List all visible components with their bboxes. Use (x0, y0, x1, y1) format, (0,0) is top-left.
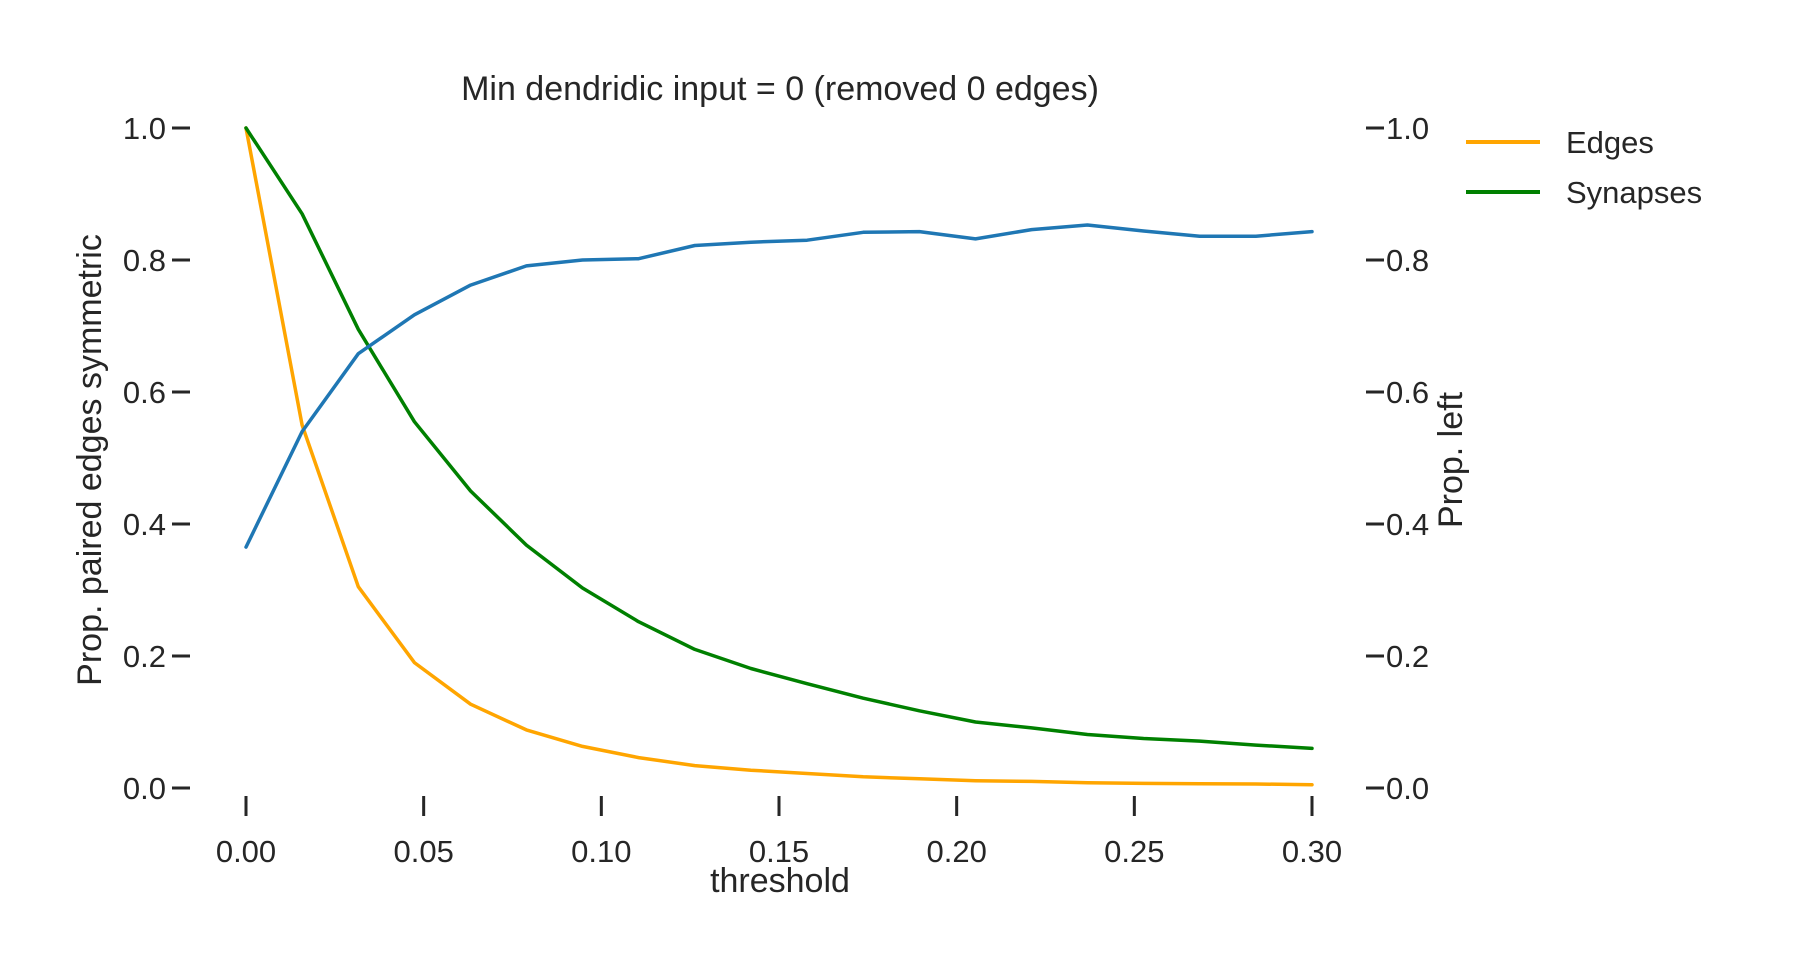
legend: Edges Synapses (1466, 125, 1702, 210)
y-axis-title: Prop. paired edges symmetric (71, 234, 109, 686)
left-y-axis: 0.0 0.2 0.4 0.6 0.8 1.0 (123, 111, 190, 806)
x-axis: 0.00 0.05 0.10 0.15 0.20 0.25 0.30 (216, 796, 1342, 869)
legend-label-synapses: Synapses (1566, 175, 1702, 210)
series-line-edges (244, 126, 1314, 787)
x-tick-label: 0.15 (749, 834, 809, 869)
x-tick-label: 0.25 (1104, 834, 1164, 869)
x-axis-title: threshold (710, 862, 850, 900)
left-y-tick-label: 0.4 (123, 507, 166, 542)
series-line-prop-left (244, 223, 1314, 549)
x-tick-label: 0.05 (393, 834, 453, 869)
right-y-tick-label: 0.0 (1386, 771, 1429, 806)
chart-title: Min dendridic input = 0 (removed 0 edges… (461, 70, 1099, 108)
x-tick-label: 0.30 (1282, 834, 1342, 869)
x-tick-label: 0.10 (571, 834, 631, 869)
left-y-tick-label: 0.8 (123, 243, 166, 278)
right-y-tick-label: 0.2 (1386, 639, 1429, 674)
right-y-axis-title: Prop. left (1432, 391, 1470, 528)
x-tick-label: 0.20 (926, 834, 986, 869)
left-y-tick-label: 0.0 (123, 771, 166, 806)
left-y-tick-label: 1.0 (123, 111, 166, 146)
x-tick-label: 0.00 (216, 834, 276, 869)
right-y-tick-label: 1.0 (1386, 111, 1429, 146)
left-y-tick-label: 0.6 (123, 375, 166, 410)
right-y-tick-label: 0.4 (1386, 507, 1429, 542)
left-y-tick-label: 0.2 (123, 639, 166, 674)
right-y-axis: 0.0 0.2 0.4 0.6 0.8 1.0 (1366, 111, 1429, 806)
right-y-tick-label: 0.8 (1386, 243, 1429, 278)
right-y-tick-label: 0.6 (1386, 375, 1429, 410)
series-lines (244, 126, 1314, 787)
series-line-synapses (244, 126, 1314, 751)
legend-label-edges: Edges (1566, 125, 1654, 160)
